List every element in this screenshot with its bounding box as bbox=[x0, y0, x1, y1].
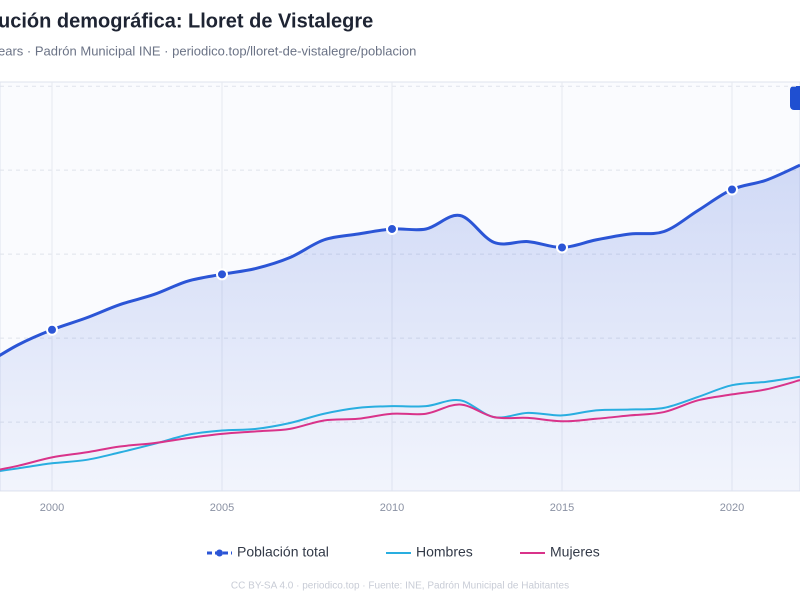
series-line bbox=[0, 379, 800, 471]
x-tick-label: 2005 bbox=[210, 502, 234, 514]
legend-label: Hombres bbox=[416, 544, 473, 560]
legend-label: Mujeres bbox=[550, 544, 600, 560]
point bbox=[46, 323, 58, 336]
point bbox=[216, 268, 228, 281]
point bbox=[726, 183, 738, 196]
menu-button[interactable] bbox=[790, 86, 800, 110]
x-tick-label: 2010 bbox=[380, 502, 404, 514]
x-tick-label: 2020 bbox=[720, 502, 744, 514]
series-line bbox=[0, 375, 800, 473]
x-tick-label: 2015 bbox=[550, 502, 574, 514]
point bbox=[386, 222, 398, 235]
footer: CC BY-SA 4.0 · periodico.top · Fuente: I… bbox=[231, 581, 569, 592]
legend-symbol bbox=[216, 549, 223, 557]
point bbox=[556, 241, 568, 254]
chart-subtitle: ears · Padrón Municipal INE · periodico.… bbox=[0, 43, 416, 58]
chart-title: ución demográfica: Lloret de Vistalegre bbox=[0, 10, 373, 32]
x-tick-label: 2000 bbox=[40, 502, 64, 514]
legend-label: Población total bbox=[237, 544, 329, 560]
